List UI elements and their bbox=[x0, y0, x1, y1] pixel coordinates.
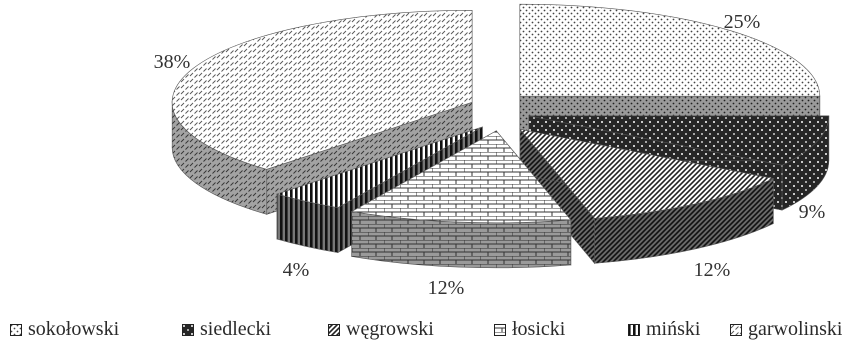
pie-top-węgrowski bbox=[519, 128, 775, 219]
legend-item-łosicki: łosicki bbox=[494, 318, 565, 341]
pie-top-garwolinski bbox=[171, 9, 473, 170]
legend-swatch bbox=[494, 323, 506, 336]
legend-swatch bbox=[10, 323, 22, 336]
legend-label: miński bbox=[646, 318, 701, 340]
legend-swatch bbox=[628, 323, 640, 336]
pie-top-łosicki bbox=[350, 130, 572, 224]
pie-top-sokołowski bbox=[519, 3, 821, 97]
pie-slice-węgrowski bbox=[519, 128, 775, 265]
data-label-garwolinski: 38% bbox=[154, 51, 191, 73]
pie-top-miński bbox=[275, 126, 483, 208]
legend-item-garwolinski: garwolinski bbox=[730, 318, 842, 341]
legend: sokołowski siedlecki węgrowski łosicki mińsk… bbox=[0, 318, 842, 346]
legend-swatch bbox=[182, 323, 194, 336]
pie-slice-łosicki bbox=[350, 130, 572, 269]
data-label-siedlecki: 9% bbox=[799, 201, 826, 223]
legend-item-sokołowski: sokołowski bbox=[10, 318, 119, 341]
legend-label: sokołowski bbox=[28, 318, 120, 340]
legend-swatch bbox=[328, 323, 340, 336]
legend-item-miński: miński bbox=[628, 318, 700, 341]
legend-item-węgrowski: węgrowski bbox=[328, 318, 434, 341]
legend-item-siedlecki: siedlecki bbox=[182, 318, 271, 341]
legend-label: garwolinski bbox=[748, 318, 842, 340]
legend-label: siedlecki bbox=[200, 318, 272, 340]
data-label-łosicki: 12% bbox=[428, 277, 465, 299]
data-label-węgrowski: 12% bbox=[694, 259, 731, 281]
legend-swatch bbox=[730, 323, 742, 336]
data-label-miński: 4% bbox=[283, 259, 310, 281]
legend-label: łosicki bbox=[512, 318, 566, 340]
pie-chart: 25% 9% 12% 12% 4% 38% bbox=[154, 3, 830, 299]
pie-top-siedlecki bbox=[528, 115, 830, 166]
data-label-sokołowski: 25% bbox=[724, 11, 761, 33]
legend-label: węgrowski bbox=[346, 318, 434, 340]
pie-slice-garwolinski bbox=[171, 9, 473, 215]
